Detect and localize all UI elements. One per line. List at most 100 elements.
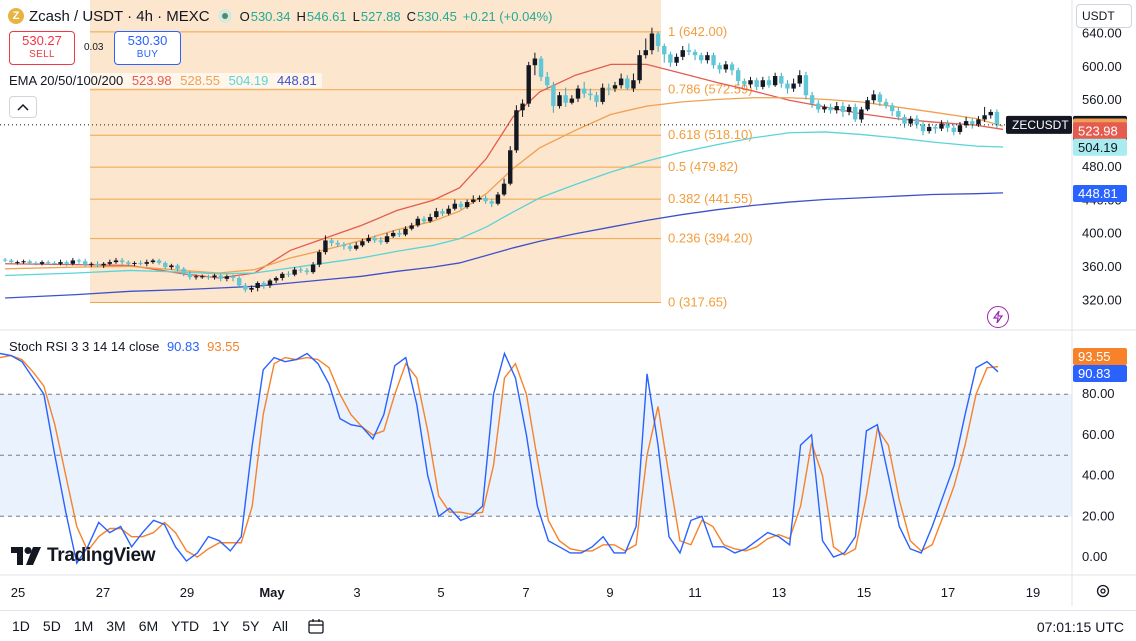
candle-body xyxy=(347,246,353,249)
timeframe-5d[interactable]: 5D xyxy=(42,618,61,634)
candle-body xyxy=(366,237,371,242)
utc-clock[interactable]: 07:01:15 UTC xyxy=(1036,619,1124,635)
change-value: +0.21 (+0.04%) xyxy=(462,8,553,24)
gear-icon[interactable] xyxy=(1095,583,1111,599)
time-tick-label: 3 xyxy=(353,585,360,600)
ema-label: EMA 20/50/100/200 xyxy=(9,73,124,88)
lightning-icon[interactable] xyxy=(987,306,1009,328)
stoch-legend[interactable]: Stoch RSI 3 3 14 14 close 90.83 93.55 xyxy=(9,339,240,354)
candle-body xyxy=(748,80,753,85)
calendar-goto-icon[interactable] xyxy=(308,618,326,634)
timeframe-6m[interactable]: 6M xyxy=(138,618,159,634)
currency-select[interactable]: USDT xyxy=(1076,4,1132,28)
candle-body xyxy=(471,199,476,203)
candle-body xyxy=(760,80,766,87)
candle-body xyxy=(871,94,876,101)
candle-body xyxy=(896,111,901,117)
tradingview-mark-icon xyxy=(11,547,41,565)
candle-body xyxy=(132,262,137,264)
open-label: O xyxy=(239,8,250,24)
sell-button[interactable]: 530.27 SELL xyxy=(9,31,75,65)
logo-text: TradingView xyxy=(47,545,156,566)
candle-body xyxy=(15,262,20,264)
candle-body xyxy=(2,259,8,261)
candle-body xyxy=(261,282,267,286)
candle-body xyxy=(723,64,729,70)
candle-body xyxy=(323,240,328,253)
candle-body xyxy=(520,103,525,111)
candle-body xyxy=(514,110,519,151)
candle-body xyxy=(354,245,359,249)
fib-levels: 1 (642.00) 0.786 (572.59) 0.618 (518.10) 0.… xyxy=(90,24,753,309)
spread-value: 0.03 xyxy=(84,42,104,53)
candle-body xyxy=(39,262,45,264)
ema50-value: 528.55 xyxy=(180,73,220,88)
fib-retracement-zone[interactable] xyxy=(90,0,661,303)
ema100-badge-bg xyxy=(1073,138,1127,156)
candle-body xyxy=(889,105,895,112)
candle-body xyxy=(951,127,956,132)
collapse-legend-button[interactable] xyxy=(9,96,37,118)
candle-body xyxy=(945,123,950,128)
candle-body xyxy=(95,263,100,266)
timeframe-5y[interactable]: 5Y xyxy=(242,618,260,634)
candle-body xyxy=(957,125,963,132)
candle-body xyxy=(421,218,427,222)
timeframe-1m[interactable]: 1M xyxy=(73,618,94,634)
candle-body xyxy=(717,65,722,70)
fib-label: 0.382 (441.55) xyxy=(668,191,753,206)
timeframe-1d[interactable]: 1D xyxy=(12,618,30,634)
ema100-line xyxy=(5,131,1004,277)
candle-body xyxy=(545,76,550,86)
timeframe-1y[interactable]: 1Y xyxy=(212,618,230,634)
stoch-k-badge-bg xyxy=(1073,365,1127,382)
candle-body xyxy=(107,262,113,264)
ema20-badge-bg xyxy=(1073,122,1127,140)
candle-body xyxy=(150,260,156,263)
timeframe-all[interactable]: All xyxy=(272,618,288,634)
candle-body xyxy=(828,106,833,111)
candle-body xyxy=(551,85,556,107)
candle-body xyxy=(569,98,575,103)
candle-body xyxy=(193,276,199,278)
candle-body xyxy=(397,232,402,235)
candle-body xyxy=(335,242,340,245)
close-value: 530.45 xyxy=(417,8,457,24)
ema-legend[interactable]: EMA 20/50/100/200 523.98 528.55 504.19 4… xyxy=(9,73,322,88)
candle-body xyxy=(705,55,710,61)
candle-body xyxy=(803,75,809,96)
candle-body xyxy=(976,119,981,125)
candle-body xyxy=(791,83,796,89)
buy-button[interactable]: 530.30 BUY xyxy=(114,31,181,65)
stoch-d-value: 93.55 xyxy=(207,339,240,354)
tradingview-logo[interactable]: TradingView xyxy=(11,545,156,567)
timeframe-3m[interactable]: 3M xyxy=(106,618,126,634)
stoch-rsi-lines xyxy=(0,351,999,565)
symbol-tag: ZECUSDT xyxy=(1012,118,1069,132)
ema100-value: 504.19 xyxy=(228,73,269,88)
candle-body xyxy=(446,208,451,214)
timeframe-ytd[interactable]: YTD xyxy=(171,618,200,634)
candle-body xyxy=(557,95,562,107)
candle-body xyxy=(680,50,685,57)
candle-body xyxy=(292,269,297,275)
symbol-title[interactable]: Zcash / USDT · 4h · MEXC xyxy=(29,7,210,25)
candle-body xyxy=(754,80,759,87)
candle-body xyxy=(742,81,747,85)
price-tick-label: 560.00 xyxy=(1082,92,1122,107)
candle-body xyxy=(668,54,673,63)
stoch-tick-label: 0.00 xyxy=(1082,549,1107,564)
stoch-d-badge: 93.55 xyxy=(1078,349,1111,364)
candle-body xyxy=(489,201,494,204)
price-tick-label: 480.00 xyxy=(1082,159,1122,174)
candle-body xyxy=(914,118,920,125)
market-status-icon[interactable] xyxy=(217,9,232,23)
candle-body xyxy=(982,115,987,120)
candle-body xyxy=(200,276,205,278)
candle-body xyxy=(452,203,457,209)
candle-body xyxy=(304,270,310,273)
candle-body xyxy=(310,264,316,273)
ema50-line xyxy=(5,97,1004,274)
candle-body xyxy=(766,80,772,86)
